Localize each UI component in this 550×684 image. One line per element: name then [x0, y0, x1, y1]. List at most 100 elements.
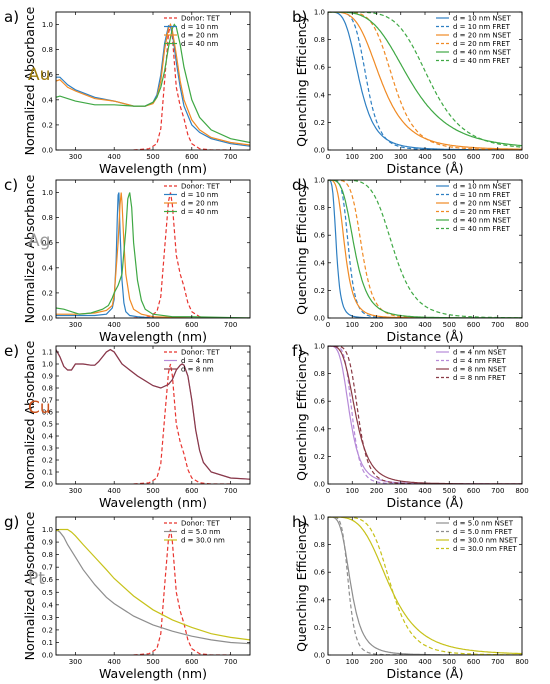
x-tick-label: 200: [370, 487, 383, 495]
y-tick-label: 1.0: [42, 21, 53, 29]
legend-entry: d = 8 nm: [181, 366, 214, 374]
legend-entry: d = 40 nm FRET: [453, 57, 511, 65]
panel-a: 300 400 500 600 700 0.0 0.2 0.4 0.6 0.8 1.0 Wavelen…: [22, 6, 251, 176]
axes-frame: [55, 11, 251, 151]
x-tick-label: 400: [418, 153, 431, 161]
y-tick-label: 0.0: [314, 315, 325, 323]
y-tick-label: 0.8: [42, 551, 53, 559]
x-tick-label: 0: [326, 658, 330, 666]
x-tick-label: 0: [326, 487, 330, 495]
x-tick-label: 600: [185, 321, 198, 329]
x-tick-label: 700: [491, 321, 504, 329]
y-tick-label: 0.4: [42, 433, 54, 441]
x-tick-label: 700: [491, 658, 504, 666]
x-axis-label: Distance (Å): [387, 161, 464, 176]
y-tick-label: 0.8: [314, 370, 325, 378]
y-tick-label: 0.4: [42, 96, 54, 104]
series-line-5: [328, 180, 522, 318]
x-axis-label: Distance (Å): [387, 666, 464, 681]
y-tick-label: 0.0: [42, 147, 53, 155]
series-line-2: [56, 192, 250, 318]
y-tick-label: 0.0: [314, 481, 325, 489]
panel-label: f): [292, 342, 303, 360]
x-tick-label: 300: [394, 321, 407, 329]
y-axis-label: Quenching Efficiency: [294, 183, 309, 315]
panel-e: 300 400 500 600 700 0.0 0.1 0.2 0.3 0.4 0.5 0.6 0.7 0…: [22, 340, 251, 510]
panel-label: h): [292, 513, 307, 531]
legend-entry: d = 30.0 nm: [181, 537, 225, 545]
y-tick-label: 0.4: [42, 601, 54, 609]
legend-entry: d = 20 nm FRET: [453, 208, 511, 216]
x-tick-label: 500: [146, 153, 159, 161]
x-tick-label: 600: [467, 153, 480, 161]
legend-entry: d = 20 nm NSET: [453, 32, 511, 40]
legend-entry: d = 8 nm NSET: [453, 366, 507, 374]
y-tick-label: 0.7: [42, 564, 53, 572]
y-tick-label: 0.9: [42, 373, 53, 381]
y-tick-label: 0.8: [314, 36, 325, 44]
x-axis-label: Wavelength (nm): [99, 495, 207, 510]
series-line-1: [56, 348, 250, 480]
y-tick-label: 0.2: [314, 624, 325, 632]
panel-f: 0 100 200 300 400 500 600 700 800 0.0 0.2 0.4 0.6 0.8…: [294, 343, 529, 511]
y-axis-label: Normalized Absorbance: [22, 340, 37, 489]
x-tick-label: 700: [491, 487, 504, 495]
x-tick-label: 300: [394, 487, 407, 495]
legend-entry: d = 30.0 nm FRET: [453, 545, 517, 553]
y-tick-label: 0.2: [42, 626, 53, 634]
y-tick-label: 0.1: [42, 469, 53, 477]
y-tick-label: 0.6: [314, 398, 326, 406]
x-tick-label: 200: [370, 658, 383, 666]
y-tick-label: 0.5: [42, 589, 53, 597]
metal-label-au: Au: [28, 65, 50, 85]
y-tick-label: 0.8: [42, 214, 53, 222]
y-tick-label: 0.8: [314, 204, 325, 212]
y-tick-label: 0.5: [42, 421, 53, 429]
y-tick-label: 0.2: [42, 457, 53, 465]
x-axis-label: Distance (Å): [387, 329, 464, 344]
y-tick-label: 0.6: [42, 239, 54, 247]
x-tick-label: 400: [418, 321, 431, 329]
panel-label: b): [292, 8, 307, 26]
x-tick-label: 600: [467, 487, 480, 495]
series-line-0: [133, 192, 231, 318]
y-tick-label: 1.0: [42, 361, 53, 369]
x-tick-label: 700: [224, 321, 237, 329]
legend-entry: d = 4 nm NSET: [453, 349, 507, 357]
x-tick-label: 600: [185, 153, 198, 161]
y-axis-label: Normalized Absorbance: [22, 511, 37, 660]
x-tick-label: 800: [515, 153, 528, 161]
plot-area: [56, 192, 250, 318]
y-tick-label: 0.2: [314, 119, 325, 127]
legend-entry: d = 30.0 nm NSET: [453, 537, 518, 545]
series-line-1: [56, 24, 250, 147]
legend-entry: d = 4 nm FRET: [453, 357, 506, 365]
y-tick-label: 0.4: [314, 425, 326, 433]
plot-area: [56, 348, 250, 484]
x-tick-label: 500: [146, 487, 159, 495]
series-line-3: [56, 23, 250, 144]
legend-entry: d = 5.0 nm NSET: [453, 520, 514, 528]
legend-entry: d = 5.0 nm: [181, 528, 221, 536]
x-tick-label: 800: [515, 321, 528, 329]
legend-entry: Donor: TET: [181, 520, 220, 528]
x-axis-label: Wavelength (nm): [99, 161, 207, 176]
x-tick-label: 400: [108, 321, 121, 329]
x-tick-label: 200: [370, 321, 383, 329]
series-line-5: [328, 12, 522, 148]
y-tick-label: 0.8: [314, 541, 325, 549]
legend-entry: d = 10 nm: [181, 23, 218, 31]
legend-entry: d = 40 nm FRET: [453, 225, 511, 233]
x-tick-label: 700: [491, 153, 504, 161]
legend-entry: Donor: TET: [181, 349, 220, 357]
y-axis-label: Normalized Absorbance: [22, 6, 37, 155]
axes-frame: [55, 179, 251, 319]
legend-entry: d = 20 nm NSET: [453, 200, 511, 208]
x-tick-label: 500: [443, 153, 456, 161]
y-tick-label: 1.0: [314, 343, 325, 351]
y-tick-label: 0.3: [42, 445, 53, 453]
y-axis-label: Quenching Efficiency: [294, 349, 309, 481]
